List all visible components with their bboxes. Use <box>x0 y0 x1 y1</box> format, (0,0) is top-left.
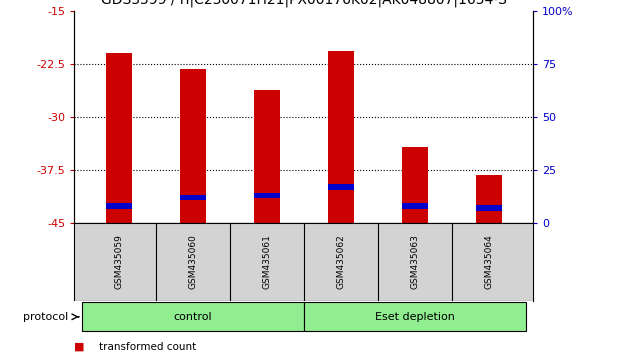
Bar <box>254 193 280 198</box>
Text: GSM435060: GSM435060 <box>188 234 197 290</box>
Title: GDS3599 / ri|C230071H21|PX00176K02|AK048807|1654-S: GDS3599 / ri|C230071H21|PX00176K02|AK048… <box>101 0 507 7</box>
Bar <box>254 90 280 223</box>
Bar <box>304 302 526 331</box>
Bar <box>180 69 206 223</box>
Bar <box>106 53 132 223</box>
Text: GSM435059: GSM435059 <box>114 234 123 290</box>
Bar <box>180 195 206 200</box>
Text: protocol: protocol <box>23 312 68 322</box>
Text: transformed count: transformed count <box>99 342 197 352</box>
Text: GSM435062: GSM435062 <box>336 235 345 289</box>
Bar <box>106 203 132 209</box>
Bar <box>82 302 304 331</box>
Text: GSM435063: GSM435063 <box>410 234 419 290</box>
Bar <box>476 175 502 223</box>
Text: GSM435061: GSM435061 <box>262 234 272 290</box>
Text: ■: ■ <box>74 342 85 352</box>
Text: GSM435064: GSM435064 <box>484 235 494 289</box>
Text: control: control <box>174 312 212 322</box>
Bar <box>328 184 354 189</box>
Bar <box>476 205 502 211</box>
Bar <box>328 51 354 223</box>
Bar <box>402 147 428 223</box>
Bar <box>402 203 428 209</box>
Text: Eset depletion: Eset depletion <box>375 312 454 322</box>
